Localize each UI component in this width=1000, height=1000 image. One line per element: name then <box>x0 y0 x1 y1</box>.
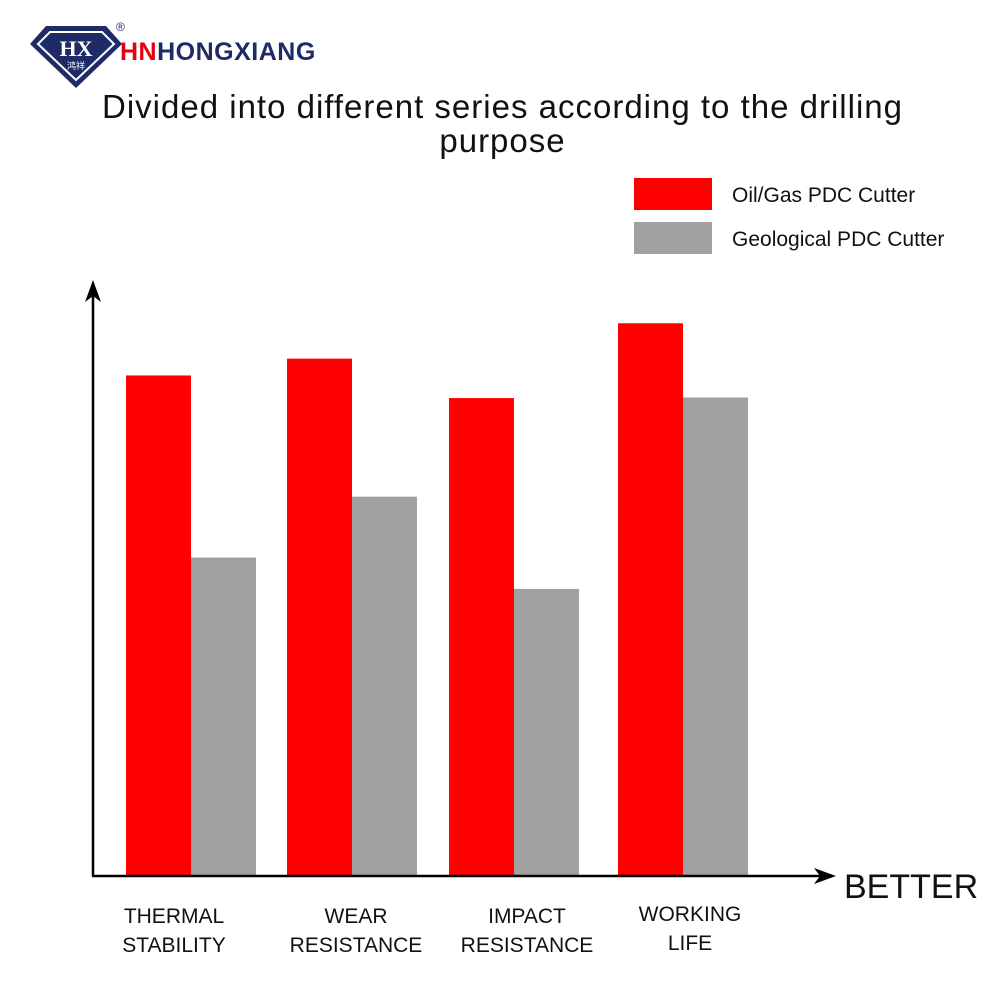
legend-swatch-geological <box>634 222 712 254</box>
bar-group <box>126 323 748 876</box>
legend-swatch-oil-gas <box>634 178 712 210</box>
category-label-thermal-stability: THERMAL STABILITY <box>122 905 226 957</box>
bar-oil-gas-wear-resistance <box>287 358 352 876</box>
brand-name: HNHONGXIANG <box>120 38 316 67</box>
bar-geological-working-life <box>683 397 748 876</box>
x-axis-arrow-icon <box>814 868 836 884</box>
logo-chinese: 鸿祥 <box>67 60 85 72</box>
legend-label-oil-gas: Oil/Gas PDC Cutter <box>732 184 916 207</box>
bar-oil-gas-impact-resistance <box>449 398 514 876</box>
company-logo: HX 鸿祥 <box>30 26 122 88</box>
x-axis-label: BETTER <box>844 868 979 906</box>
legend-label-geological: Geological PDC Cutter <box>732 228 945 251</box>
y-axis-arrow-icon <box>85 280 101 302</box>
bar-oil-gas-working-life <box>618 323 683 876</box>
bar-geological-wear-resistance <box>352 496 417 876</box>
registered-mark: ® <box>116 20 125 34</box>
category-label-wear-resistance: WEAR RESISTANCE <box>289 905 423 957</box>
category-label-impact-resistance: IMPACT RESISTANCE <box>460 905 594 957</box>
category-label-working-life: WORKING LIFE <box>638 903 742 955</box>
brand-name-prefix: HN <box>120 38 158 66</box>
legend-item-geological: Geological PDC Cutter <box>634 222 994 254</box>
legend-item-oil-gas: Oil/Gas PDC Cutter <box>634 178 994 210</box>
bar-geological-thermal-stability <box>191 557 256 876</box>
bar-oil-gas-thermal-stability <box>126 375 191 876</box>
logo-glyph: HX <box>60 36 93 61</box>
bar-geological-impact-resistance <box>514 588 579 876</box>
chart-title: Divided into different series according … <box>102 88 903 159</box>
logo-diamond-icon <box>30 26 122 88</box>
brand-name-rest: HONGXIANG <box>157 38 316 66</box>
